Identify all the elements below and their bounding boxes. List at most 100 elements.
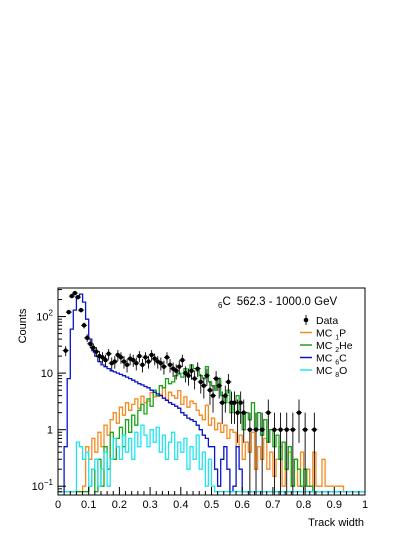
data-point [167,359,174,373]
x-axis-title: Track width [308,517,364,529]
x-tick-label: 0.9 [327,499,342,511]
data-point [124,359,131,373]
data-point [188,364,195,380]
title-element: C [222,296,230,308]
data-point [160,360,167,375]
data-point [148,350,155,361]
data-point [228,391,235,424]
data-point [111,356,118,369]
data-point [302,412,309,495]
data-point [179,354,186,367]
data-point [213,371,220,390]
data-point [114,350,121,361]
data-point [105,349,112,360]
x-tick-label: 0 [55,499,61,511]
data-point [234,399,241,443]
data-point [62,346,69,357]
data-point [142,352,149,364]
y-tick-label: 10−1 [32,478,54,493]
x-tick-label: 1 [362,499,368,511]
x-tick-label: 0.2 [112,499,127,511]
data-point [157,357,164,371]
y-tick-label: 1 [47,425,53,437]
y-tick-label: 10 [41,368,53,380]
x-tick-label: 0.3 [142,499,157,511]
data-point [231,391,238,424]
data-point [173,364,180,380]
title-energy-range: 562.3 - 1000.0 GeV [237,296,338,308]
legend-label: MC 8O [316,365,347,379]
data-point [253,412,260,495]
data-point [219,391,226,424]
data-point [185,368,192,386]
legend-entry: Data [303,315,338,327]
y-tick-label: 102 [36,309,53,324]
data-point [225,374,232,394]
legend-label: MC 2He [316,340,353,354]
data-point [74,295,81,300]
data-point [283,412,290,495]
series-layer [58,293,365,493]
data-point [145,356,152,369]
title-atomic-number: 6 [218,301,223,310]
data-point [93,347,100,358]
data-point [194,362,201,378]
data-point [84,334,91,342]
x-tick-label: 0.8 [296,499,311,511]
data-point [133,357,140,371]
data-point [71,290,78,296]
data-point [87,339,94,349]
data-point [203,368,210,386]
legend-entry: MC 1P [300,328,346,342]
x-axis-ticks: 0 0.1 0.2 0.3 0.4 0.5 0.6 0.7 0.8 0.9 1 [55,487,368,511]
data-point [176,360,183,375]
data-point [311,412,318,495]
data-point [139,359,146,373]
data-points-layer [62,290,318,495]
data-point [136,351,143,363]
x-tick-label: 0.1 [81,499,96,511]
legend-label: MC 6C [316,353,347,367]
data-point [295,399,302,443]
data-point [130,354,137,367]
data-point [121,356,128,369]
x-tick-label: 0.7 [265,499,280,511]
legend-label: MC 1P [316,328,346,342]
data-point [170,362,177,378]
legend-entry: MC 6C [300,353,347,367]
data-point [117,352,124,364]
data-point [78,307,85,313]
chart-title: 6C 562.3 - 1000.0 GeV [218,296,337,310]
data-point [151,353,158,366]
data-point [191,371,198,390]
x-tick-label: 0.4 [173,499,188,511]
data-point [240,399,247,443]
data-point [81,322,88,329]
data-point [265,399,272,443]
data-point [222,385,229,413]
y-axis-ticks: 10−1 1 10 102 [32,289,66,493]
legend-entry: MC 8O [300,365,347,379]
y-axis-title: Counts [17,308,29,343]
data-point [259,412,266,495]
data-point [289,412,296,495]
data-point [99,352,106,364]
x-tick-label: 0.6 [235,499,250,511]
data-point [163,352,170,364]
data-point [182,366,189,383]
x-tick-label: 0.5 [204,499,219,511]
data-point [277,412,284,495]
data-point [271,412,278,495]
data-point [237,391,244,424]
data-point [210,385,217,413]
data-point [68,293,75,299]
data-point [200,377,207,399]
data-point [102,354,109,367]
data-point [197,374,204,394]
data-point [206,381,213,405]
data-point [65,309,72,315]
data-point [90,343,97,353]
